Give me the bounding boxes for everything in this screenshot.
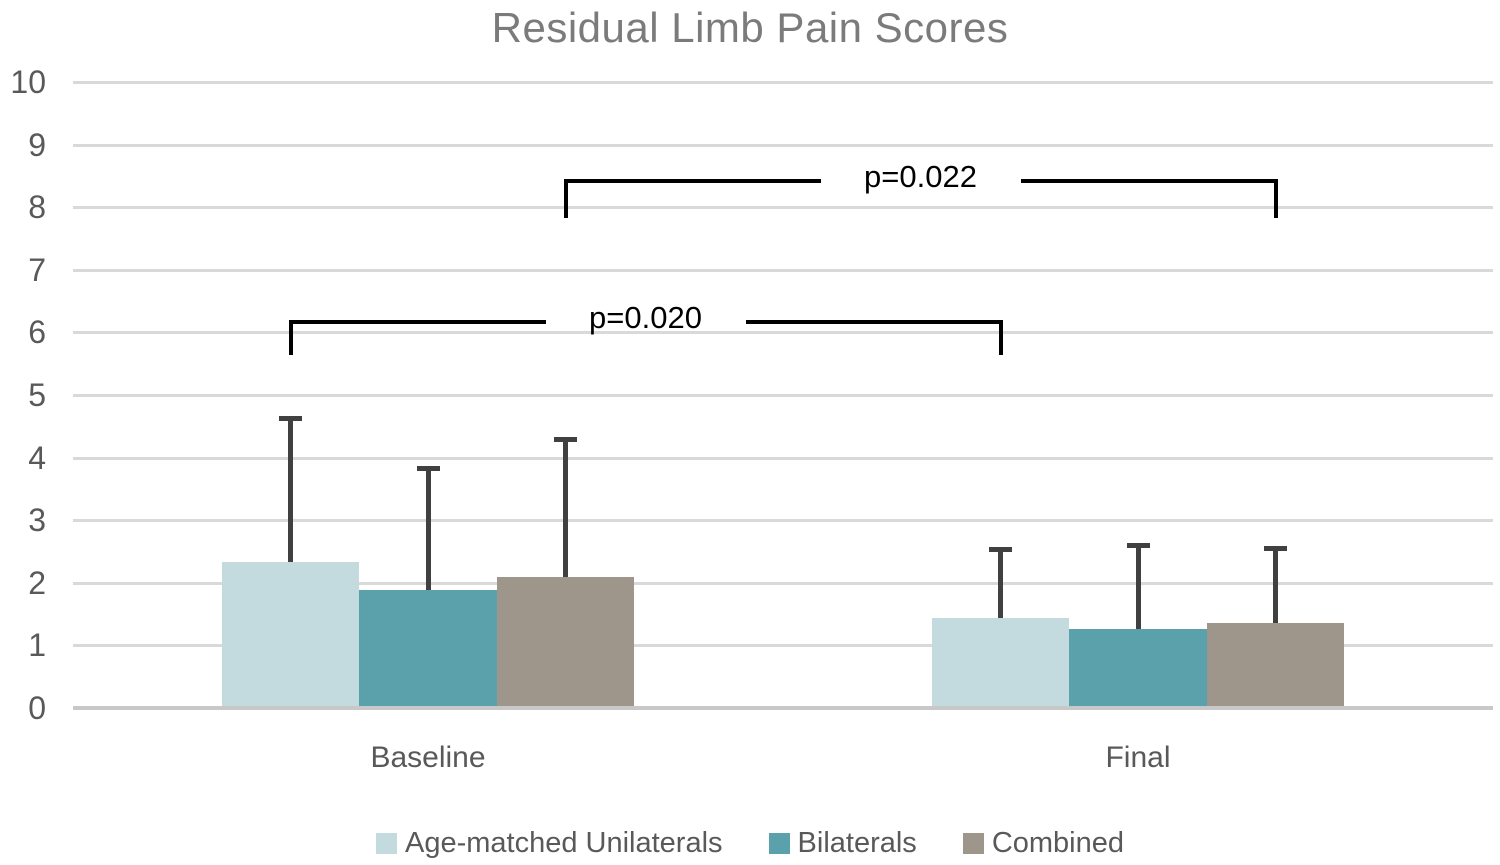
legend: Age-matched Unilaterals Bilaterals Combine… xyxy=(0,824,1500,862)
gridline xyxy=(73,519,1493,523)
significance-bracket-line xyxy=(1020,178,1278,183)
y-axis-tick-label: 4 xyxy=(28,439,46,476)
significance-bracket-end xyxy=(998,319,1003,355)
error-bar-cap xyxy=(1126,543,1150,549)
y-axis-tick-label: 1 xyxy=(28,627,46,664)
legend-item-combined: Combined xyxy=(962,826,1124,860)
y-axis-tick-label: 6 xyxy=(28,314,46,351)
bar-final-age-matched-unilaterals xyxy=(931,617,1070,708)
x-axis-label-final: Final xyxy=(1105,741,1171,774)
bar-baseline-combined xyxy=(496,576,635,708)
legend-swatch-icon xyxy=(375,832,397,854)
y-axis-tick-label: 9 xyxy=(28,126,46,163)
y-axis-tick-label: 10 xyxy=(10,64,46,100)
significance-bracket-end xyxy=(563,178,568,218)
legend-swatch-icon xyxy=(962,832,984,854)
error-bar-baseline-bilaterals xyxy=(425,468,431,591)
y-axis-tick-label: 3 xyxy=(28,502,46,539)
gridline xyxy=(73,206,1493,210)
gridline xyxy=(73,268,1493,272)
bar-baseline-age-matched-unilaterals xyxy=(221,562,360,708)
y-axis-tick-label: 7 xyxy=(28,251,46,288)
gridline xyxy=(73,581,1493,585)
bar-baseline-bilaterals xyxy=(359,590,497,708)
error-bar-baseline-age-matched-unilaterals xyxy=(288,418,293,563)
gridline xyxy=(73,331,1493,335)
error-bar-cap xyxy=(279,416,302,422)
legend-item-bilaterals: Bilaterals xyxy=(768,826,917,860)
error-bar-cap xyxy=(416,466,440,472)
bar-final-combined xyxy=(1206,623,1345,708)
chart-title: Residual Limb Pain Scores xyxy=(491,4,1009,51)
y-axis-tick-label: 2 xyxy=(28,564,46,601)
error-bar-baseline-combined xyxy=(563,438,568,577)
bar-final-bilaterals xyxy=(1069,629,1207,708)
significance-bracket-line xyxy=(563,178,821,183)
significance-bracket-line xyxy=(745,319,1003,324)
error-bar-cap xyxy=(554,436,577,442)
legend-label: Age-matched Unilaterals xyxy=(404,826,723,859)
p-value-label: p=0.020 xyxy=(589,299,702,335)
significance-bracket-end xyxy=(1273,178,1278,218)
legend-swatch-icon xyxy=(768,832,790,854)
gridline xyxy=(73,81,1493,84)
x-axis-label-baseline: Baseline xyxy=(370,741,486,774)
legend-item-age-matched-unilaterals: Age-matched Unilaterals xyxy=(375,826,723,860)
gridline xyxy=(73,456,1493,460)
error-bar-final-age-matched-unilaterals xyxy=(998,548,1003,618)
error-bar-final-bilaterals xyxy=(1135,545,1141,630)
legend-label: Combined xyxy=(991,826,1124,859)
y-axis-tick-label: 8 xyxy=(28,189,46,226)
gridline xyxy=(73,644,1493,648)
x-axis-line xyxy=(73,706,1493,710)
y-axis-tick-label: 0 xyxy=(28,690,46,726)
legend-label: Bilaterals xyxy=(797,826,917,859)
error-bar-final-combined xyxy=(1273,548,1278,624)
error-bar-cap xyxy=(989,546,1012,552)
y-axis-tick-label: 5 xyxy=(28,377,46,413)
significance-bracket-end xyxy=(288,319,293,355)
significance-bracket-line xyxy=(288,319,546,324)
error-bar-cap xyxy=(1264,546,1287,552)
gridline xyxy=(73,143,1493,147)
p-value-label: p=0.022 xyxy=(864,158,977,194)
gridline xyxy=(73,394,1493,397)
